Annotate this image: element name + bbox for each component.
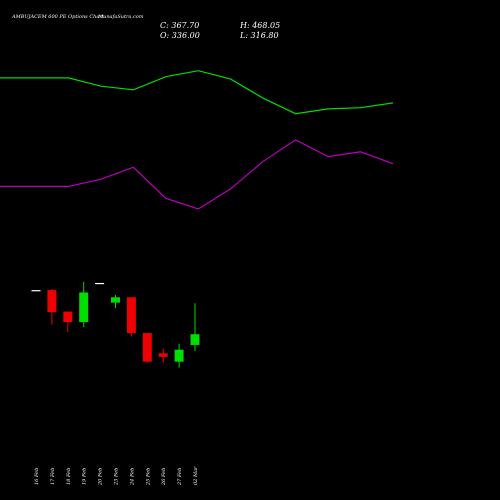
candle-body xyxy=(174,349,184,362)
x-tick-label: 17 Feb xyxy=(50,468,56,485)
x-tick-label: 02 Mar xyxy=(193,466,199,485)
x-tick-label: 23 Feb xyxy=(114,468,120,486)
candle-body xyxy=(126,297,136,334)
candle-body xyxy=(142,333,152,362)
watermark-label: MunafaSutra.com xyxy=(97,14,144,20)
candle-body xyxy=(47,290,57,313)
chart-title: AMBUJACEM 600 PE Options Chart xyxy=(11,14,105,20)
candle-body xyxy=(63,311,73,323)
candle-body xyxy=(111,297,120,303)
x-tick-label: 25 Feb xyxy=(145,468,151,486)
x-tick-label: 27 Feb xyxy=(177,468,183,486)
x-tick-label: 26 Feb xyxy=(161,468,167,486)
upper-band-line xyxy=(0,70,394,115)
x-tick-label: 16 Feb xyxy=(34,468,40,485)
x-tick-label: 18 Feb xyxy=(66,468,72,485)
candles-group xyxy=(31,281,200,368)
high-value: H: 468.05 xyxy=(239,21,280,30)
candle-body xyxy=(79,292,89,323)
candle-body xyxy=(158,353,168,357)
close-value: C: 367.70 xyxy=(160,21,199,30)
candle-body xyxy=(95,282,105,285)
x-tick-label: 19 Feb xyxy=(82,468,88,485)
x-tick-label: 20 Feb xyxy=(98,468,104,486)
open-value: O: 336.00 xyxy=(160,31,200,40)
low-value: L: 316.80 xyxy=(239,31,279,40)
lower-band-line xyxy=(0,139,394,210)
x-tick-label: 24 Feb xyxy=(129,468,135,486)
x-axis-labels: 16 Feb 17 Feb 18 Feb 19 Feb 20 Feb 23 Feb 24 F… xyxy=(34,466,199,486)
candle-body xyxy=(190,334,200,345)
candle-body xyxy=(31,290,41,292)
